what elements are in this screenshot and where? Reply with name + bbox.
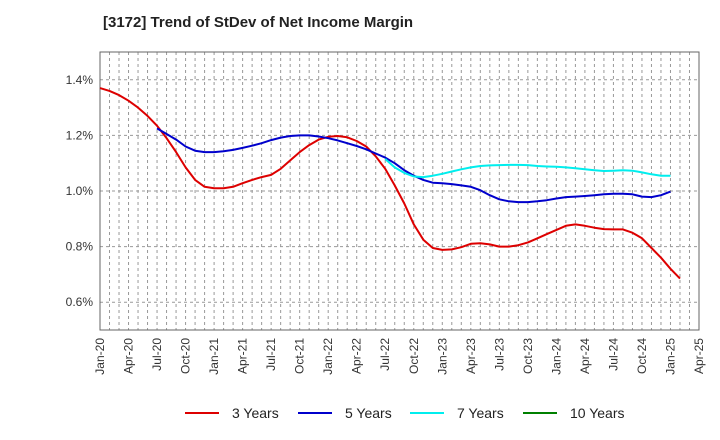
x-tick-label: Oct-20 xyxy=(179,338,193,374)
x-tick-label: Jul-24 xyxy=(606,338,620,371)
y-tick-label: 0.6% xyxy=(66,295,94,309)
x-tick-label: Apr-25 xyxy=(692,338,706,374)
series-line-3-years xyxy=(99,87,681,280)
x-tick-label: Oct-22 xyxy=(407,338,421,374)
x-tick-label: Apr-21 xyxy=(236,338,250,374)
legend-item-10-years: 10 Years xyxy=(523,405,625,421)
x-tick-label: Jul-22 xyxy=(378,338,392,371)
x-tick-label: Apr-24 xyxy=(578,338,592,374)
legend-swatch-7-years xyxy=(410,412,444,414)
y-axis: 0.6% 0.8% 1.0% 1.2% 1.4% xyxy=(66,73,94,309)
legend-label-10-years: 10 Years xyxy=(570,405,625,421)
x-axis: Jan-20 Apr-20 Jul-20 Oct-20 Jan-21 Apr-21 Jul-… xyxy=(93,338,706,375)
x-tick-label: Jan-22 xyxy=(321,338,335,375)
legend: 3 Years 5 Years 7 Years 10 Years xyxy=(0,405,720,425)
x-tick-label: Jul-20 xyxy=(150,338,164,371)
plot-frame xyxy=(99,51,700,331)
x-tick-label: Apr-20 xyxy=(122,338,136,374)
y-tick-label: 1.2% xyxy=(66,128,94,142)
chart-title: [3172] Trend of StDev of Net Income Marg… xyxy=(103,14,414,31)
x-tick-label: Jan-21 xyxy=(207,338,221,375)
legend-swatch-10-years xyxy=(523,412,557,414)
legend-label-7-years: 7 Years xyxy=(457,405,504,421)
legend-item-3-years: 3 Years xyxy=(185,405,279,421)
series-line-7-years xyxy=(384,158,671,179)
series-lines xyxy=(99,87,681,280)
x-tick-label: Jul-23 xyxy=(492,338,506,371)
legend-label-3-years: 3 Years xyxy=(232,405,279,421)
legend-item-5-years: 5 Years xyxy=(298,405,392,421)
y-tick-label: 0.8% xyxy=(66,240,94,254)
x-tick-label: Jan-24 xyxy=(549,338,563,375)
x-tick-label: Jan-25 xyxy=(663,338,677,375)
legend-swatch-5-years xyxy=(298,412,332,414)
x-tick-label: Jul-21 xyxy=(264,338,278,371)
legend-label-5-years: 5 Years xyxy=(345,405,392,421)
y-tick-label: 1.0% xyxy=(66,184,94,198)
x-tick-label: Oct-21 xyxy=(293,338,307,374)
x-tick-label: Jan-23 xyxy=(435,338,449,375)
x-tick-label: Oct-24 xyxy=(635,338,649,374)
grid-lines xyxy=(100,52,699,330)
x-tick-label: Oct-23 xyxy=(521,338,535,374)
x-tick-label: Jan-20 xyxy=(93,338,107,375)
legend-item-7-years: 7 Years xyxy=(410,405,504,421)
x-tick-label: Apr-23 xyxy=(464,338,478,374)
x-tick-label: Apr-22 xyxy=(350,338,364,374)
legend-swatch-3-years xyxy=(185,412,219,414)
y-tick-label: 1.4% xyxy=(66,73,94,87)
